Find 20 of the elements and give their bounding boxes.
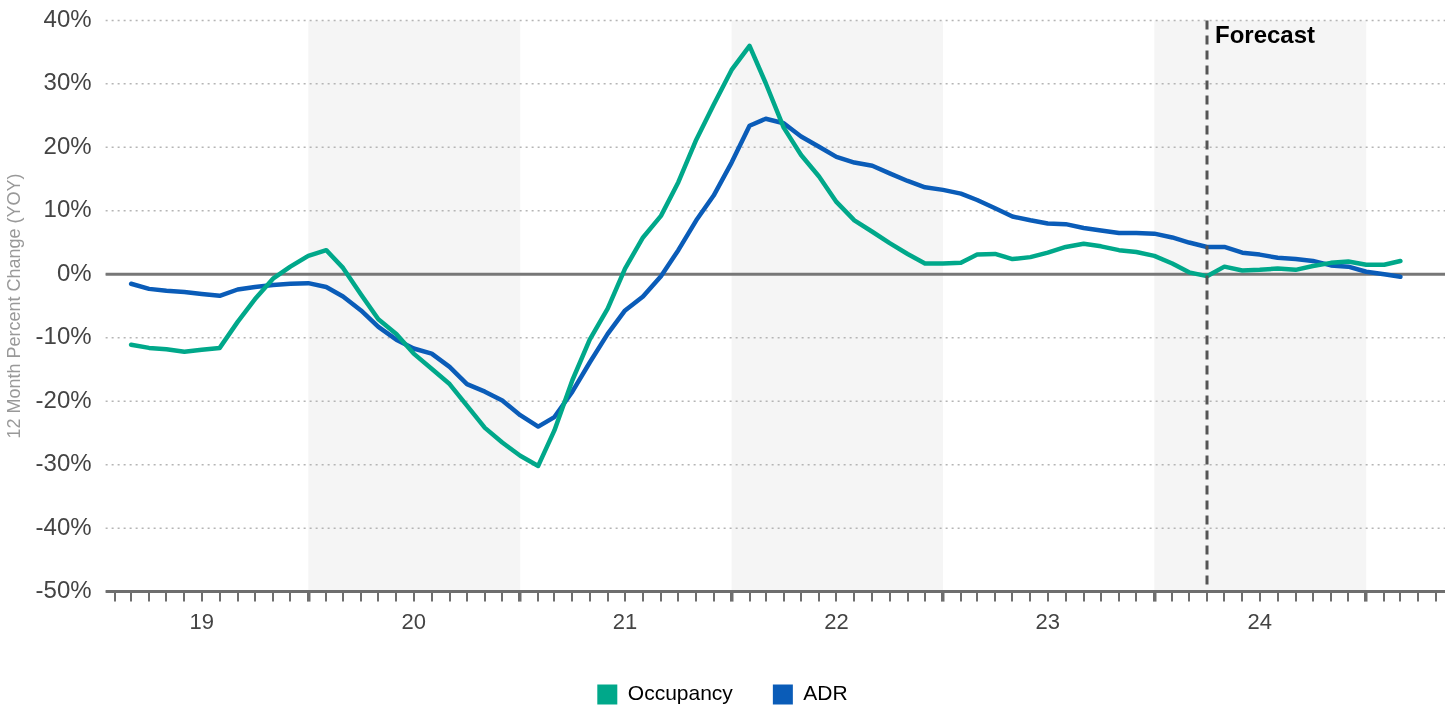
y-tick-label: 20% bbox=[43, 131, 92, 159]
x-tick-label: 22 bbox=[824, 608, 849, 634]
y-tick-label: -20% bbox=[35, 385, 92, 413]
y-tick-label: -50% bbox=[35, 576, 92, 604]
x-tick-label: 19 bbox=[189, 608, 214, 634]
y-tick-label: 40% bbox=[43, 5, 92, 33]
x-tick-label: 23 bbox=[1035, 608, 1061, 634]
y-tick-label: -40% bbox=[35, 512, 92, 540]
legend-label: ADR bbox=[803, 681, 848, 705]
y-tick-label: -10% bbox=[35, 322, 92, 350]
y-axis-title: 12 Month Percent Change (YOY) bbox=[3, 173, 24, 439]
y-tick-label: -30% bbox=[35, 449, 92, 477]
x-tick-label: 20 bbox=[401, 608, 426, 634]
x-tick-label: 24 bbox=[1247, 608, 1272, 634]
y-tick-label: 0% bbox=[56, 258, 92, 286]
y-tick-label: 30% bbox=[43, 68, 92, 96]
ref-line-label: Forecast bbox=[1215, 21, 1316, 49]
y-tick-label: 10% bbox=[43, 195, 92, 223]
legend-label: Occupancy bbox=[627, 681, 734, 705]
x-tick-label: 21 bbox=[612, 608, 638, 634]
